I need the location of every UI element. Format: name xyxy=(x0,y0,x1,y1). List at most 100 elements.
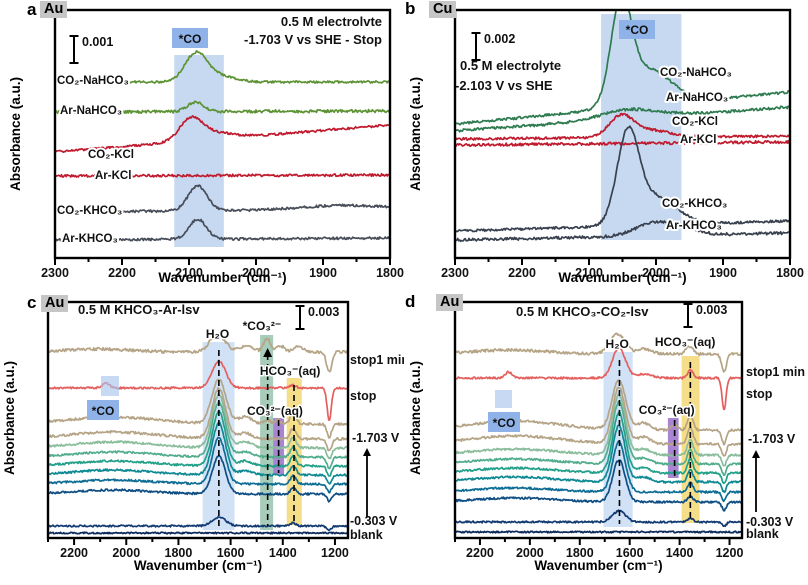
curve-lsv-7 xyxy=(48,387,348,452)
curve-lsv-7 xyxy=(455,386,742,457)
annotation-label: *CO₃²⁻ xyxy=(243,319,282,333)
stage-label: -0.303 V xyxy=(350,514,398,528)
tick-label: 2300 xyxy=(441,266,469,280)
curve-label: Ar-KCl xyxy=(680,134,716,146)
tick-label: 1800 xyxy=(376,266,404,280)
curve-stop xyxy=(455,346,742,411)
panel-letter-d: d xyxy=(405,292,416,311)
curve-label: Ar-KHCO₃ xyxy=(666,220,722,232)
y-axis-label-a: Absorbance (a.u.) xyxy=(8,76,23,192)
stage-arrowhead xyxy=(752,450,760,458)
curve-lsv-2 xyxy=(455,440,742,503)
stage-label: stop xyxy=(746,387,773,401)
electrode-label-c: Au xyxy=(41,295,69,312)
x-axis-label-b: Wavenumber (cm⁻¹) xyxy=(558,270,687,285)
curve-co-khco- xyxy=(455,125,790,233)
electrode-label-a: Au xyxy=(40,1,68,18)
co-label-box xyxy=(488,412,520,432)
co-patch xyxy=(101,376,119,396)
annotation-label: H₂O xyxy=(606,337,629,351)
curve-lsv-4 xyxy=(48,409,348,477)
x-axis-label-c: Wavenumber (cm⁻¹) xyxy=(133,558,263,573)
panel-letter-b: b xyxy=(405,0,416,18)
stage-label: stop xyxy=(350,389,377,403)
panel-c-plot: *CO H₂O *CO₃²⁻ HCO₃⁻(aq) CO₃²⁻(aq) 0.003 0.5 M… xyxy=(46,300,404,560)
y-axis-label-c: Absorbance (a.u.) xyxy=(2,360,17,476)
condition-note: -2.103 V vs SHE xyxy=(455,78,553,93)
curve-ar-khco- xyxy=(455,219,790,243)
tick-label: 2100 xyxy=(575,266,603,280)
curves-group xyxy=(455,332,742,534)
annotation-label: HCO₃⁻(aq) xyxy=(655,335,716,349)
y-axis-label-b: Absorbance (a.u.) xyxy=(408,76,423,192)
curve-label: Ar-KCl xyxy=(95,170,131,182)
curves-group xyxy=(55,50,390,242)
tick-label: 1600 xyxy=(217,546,245,560)
co3-star-band xyxy=(260,335,274,530)
tick-label: 2300 xyxy=(41,266,69,280)
curve-label: CO₂-NaHCO₃ xyxy=(57,75,129,87)
stage-arrowhead xyxy=(363,448,371,456)
tick-label: 2000 xyxy=(516,546,544,560)
hco3-aq-band xyxy=(286,378,302,525)
curve-lsv-1 xyxy=(48,454,348,503)
curve-co-khco- xyxy=(55,184,390,214)
curve-ar-nahco- xyxy=(455,105,790,133)
curves-group xyxy=(455,10,790,243)
tick-label: 2200 xyxy=(60,546,88,560)
panel-d: *CO H₂O HCO₃⁻(aq) CO₃²⁻(aq) 0.003 0.5 M KHCO₃… xyxy=(404,290,808,585)
panel-letter-c: c xyxy=(27,293,37,312)
condition-note: -1.703 V vs SHE - Stop xyxy=(244,32,382,47)
curve-stop1-min xyxy=(455,332,742,373)
curve-label: Ar-NaHCO₃ xyxy=(666,92,728,104)
stage-label: stop1 min xyxy=(350,353,404,367)
annotation-label: CO₃²⁻(aq) xyxy=(639,403,695,417)
panel-b: CO₂-NaHCO₃ Ar-NaHCO₃ CO₂-KCl Ar-KCl CO₂-KHCO… xyxy=(404,0,808,290)
panel-c: *CO H₂O *CO₃²⁻ HCO₃⁻(aq) CO₃²⁻(aq) 0.003 0.5 M… xyxy=(0,290,404,585)
tick-label: 2200 xyxy=(508,266,536,280)
curve-blank xyxy=(455,530,742,534)
tick-label: 1800 xyxy=(566,546,594,560)
curve-label: Ar-KHCO₃ xyxy=(62,233,118,245)
panel-letter-a: a xyxy=(27,0,37,19)
electrode-label-d: Au xyxy=(436,294,464,311)
co-band xyxy=(174,55,224,247)
tick-label: 2200 xyxy=(466,546,494,560)
curve-lsv-3 xyxy=(48,421,348,485)
x-axis-label-a: Wavenumber (cm⁻¹) xyxy=(158,270,287,285)
tick-label: 2000 xyxy=(242,266,270,280)
scalebar-value: 0.003 xyxy=(308,305,339,319)
curve-lsv-4 xyxy=(455,411,742,485)
curve-lsv-3 xyxy=(455,424,742,494)
curve-co-kcl xyxy=(55,115,390,153)
tick-label: 1200 xyxy=(716,546,744,560)
panel-b-plot: CO₂-NaHCO₃ Ar-NaHCO₃ CO₂-KCl Ar-KCl CO₂-KHCO… xyxy=(441,8,804,280)
tick-label: 1200 xyxy=(321,546,349,560)
curve-label: CO₂-KHCO₃ xyxy=(57,205,122,217)
panel-a: CO₂-NaHCO₃ Ar-NaHCO₃ CO₂-KCl Ar-KCl CO₂-KHCO… xyxy=(0,0,404,290)
annotation-label: HCO₃⁻(aq) xyxy=(260,364,321,378)
co-label: *CO xyxy=(179,32,202,46)
panel-title: 0.5 M KHCO₃-Ar-lsv xyxy=(78,302,200,317)
co-label: *CO xyxy=(493,416,516,430)
scalebar-value: 0.003 xyxy=(696,303,727,317)
tick-label: 2200 xyxy=(108,266,136,280)
curve-label: CO₂-NaHCO₃ xyxy=(660,67,732,79)
curve-lsv-6 xyxy=(48,393,348,460)
tick-label: 1900 xyxy=(709,266,737,280)
annotation-label: CO₃²⁻(aq) xyxy=(247,404,303,418)
stage-label: -1.703 V xyxy=(748,432,796,446)
curve--0-303-v xyxy=(48,516,348,532)
curve-stop xyxy=(48,359,348,421)
co3-aq-band xyxy=(667,418,679,478)
tick-label: 1400 xyxy=(269,546,297,560)
curve-co-nahco- xyxy=(55,50,390,84)
panel-d-plot: *CO H₂O HCO₃⁻(aq) CO₃²⁻(aq) 0.003 0.5 M KHCO₃… xyxy=(453,300,805,560)
stage-label: stop1 min xyxy=(746,365,805,379)
stage-label: -1.703 V xyxy=(352,431,400,445)
curve-label: Ar-NaHCO₃ xyxy=(60,105,122,117)
curve-blank xyxy=(48,531,348,535)
scalebar-value: 0.002 xyxy=(484,32,515,46)
curve-lsv-5 xyxy=(48,400,348,470)
curve-stop1-min xyxy=(48,333,348,373)
